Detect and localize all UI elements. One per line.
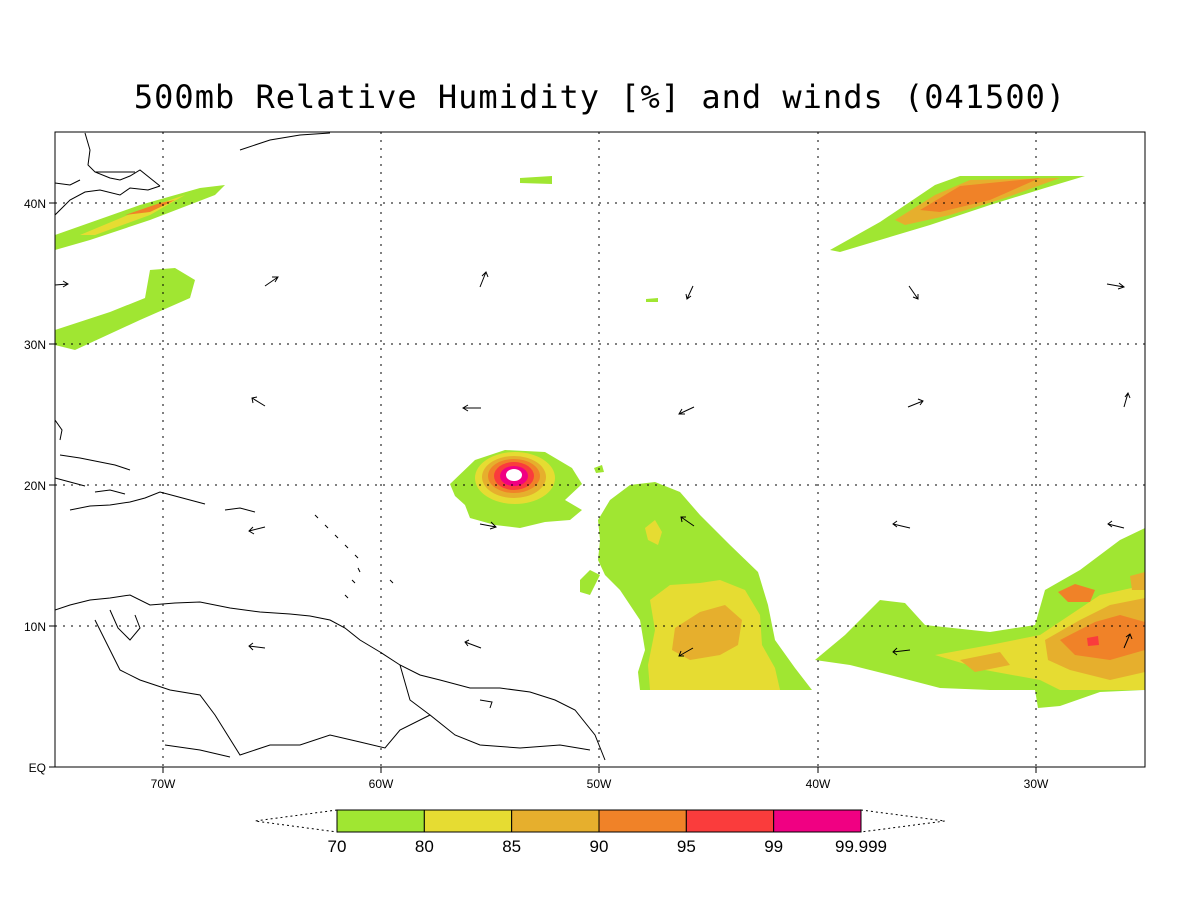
- storm-system: [450, 450, 604, 528]
- wind-vector: [678, 647, 694, 657]
- wind-vector: [464, 639, 482, 649]
- colorbar-label: 99: [764, 837, 783, 856]
- map-title: 500mb Relative Humidity [%] and winds (0…: [133, 78, 1067, 116]
- colorbar-label: 95: [677, 837, 696, 856]
- humidity-fields: [55, 176, 1145, 708]
- lon-label-30w: 30W: [1024, 777, 1049, 791]
- colorbar-box: [685, 809, 775, 833]
- colorbar-label: 80: [415, 837, 434, 856]
- colorbar-label: 99.999: [835, 837, 887, 856]
- colorbar-boxes: [336, 809, 862, 833]
- lat-label-eq: EQ: [29, 761, 46, 775]
- wind-vector: [1106, 282, 1126, 290]
- wind-vector: [1107, 520, 1125, 529]
- lat-label-10n: 10N: [24, 620, 46, 634]
- colorbar-labels: 70 80 85 90 95 99 99.999: [328, 837, 887, 856]
- wind-vector: [1123, 633, 1133, 649]
- colorbar-box: [423, 809, 513, 833]
- wind-vector: [678, 406, 695, 415]
- colorbar-label: 70: [328, 837, 347, 856]
- wind-vector: [908, 285, 919, 300]
- colorbar-label: 90: [590, 837, 609, 856]
- wind-vector: [892, 647, 911, 656]
- colorbar-max-extension: [860, 809, 946, 833]
- wind-vector: [248, 642, 266, 651]
- lat-label-40n: 40N: [24, 197, 46, 211]
- lon-label-40w: 40W: [806, 777, 831, 791]
- lon-label-70w: 70W: [151, 777, 176, 791]
- humidity-band-ne: [830, 176, 1085, 252]
- colorbar-label: 85: [502, 837, 521, 856]
- lon-label-50w: 50W: [587, 777, 612, 791]
- colorbar-box: [336, 809, 425, 833]
- plot-frame: [54, 131, 1146, 768]
- wind-vector: [248, 526, 266, 535]
- longitude-labels: 70W 60W 50W 40W 30W: [151, 777, 1049, 791]
- wind-vector: [479, 521, 497, 530]
- wind-vector: [251, 396, 266, 407]
- latitude-labels: 40N 30N 20N 10N EQ: [24, 197, 46, 775]
- humidity-band-w: [55, 268, 195, 350]
- wind-vector: [907, 398, 924, 408]
- wind-vectors: [54, 271, 1133, 657]
- colorbar-box: [598, 809, 687, 833]
- colorbar-min-extension: [254, 809, 338, 833]
- wind-vector: [892, 520, 911, 529]
- colorbar-box: [773, 809, 862, 833]
- colorbar: 70 80 85 90 95 99 99.999: [254, 809, 946, 856]
- wind-vector: [680, 516, 695, 527]
- wind-vector: [264, 276, 279, 287]
- lon-label-60w: 60W: [369, 777, 394, 791]
- colorbar-box: [511, 809, 600, 833]
- map-grid: [55, 132, 1145, 767]
- lat-label-20n: 20N: [24, 479, 46, 493]
- coastlines: [55, 132, 606, 761]
- wind-vector: [479, 271, 489, 288]
- wind-vector: [54, 280, 69, 288]
- wind-vector: [462, 404, 481, 412]
- lat-label-30n: 30N: [24, 338, 46, 352]
- wind-vector: [685, 285, 694, 300]
- wind-vector: [1123, 391, 1131, 408]
